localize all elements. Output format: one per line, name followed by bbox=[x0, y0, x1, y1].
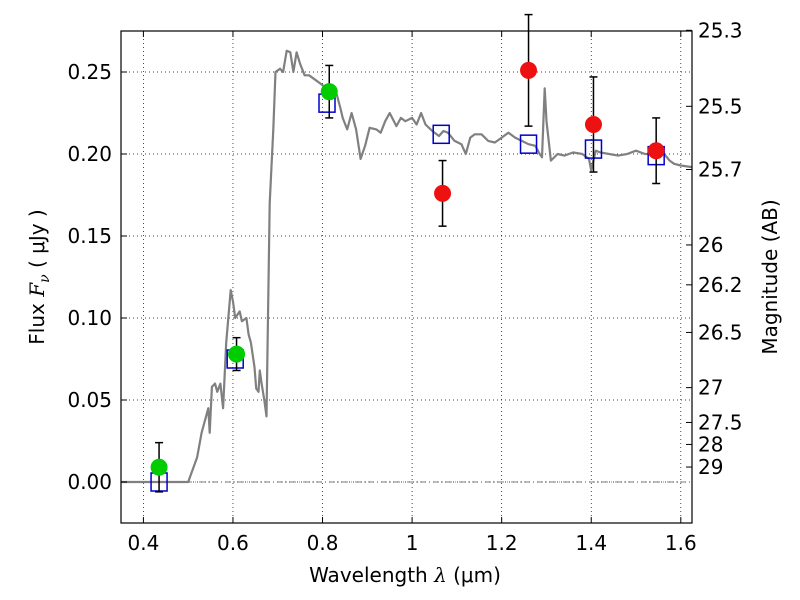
y-tick-label: 0.10 bbox=[67, 306, 112, 330]
y2-tick-label: 25.5 bbox=[698, 94, 743, 118]
y2-axis-label: Magnitude (AB) bbox=[758, 199, 782, 354]
y2-tick-label: 26.5 bbox=[698, 320, 743, 344]
observed-flux-point bbox=[150, 458, 168, 476]
x-tick-label: 1 bbox=[406, 531, 419, 555]
x-tick-label: 1.2 bbox=[486, 531, 518, 555]
axis-ticks: 0.4 0.6 0.8 1 1.2 1.4 1.6 0.00 0.05 0.10 0.15 0.20 0… bbox=[67, 18, 742, 555]
y2-tick-label: 29 bbox=[698, 455, 723, 479]
y2-tick-label: 25.3 bbox=[698, 18, 743, 42]
model-photometry-square bbox=[519, 134, 538, 154]
y2-tick-label: 28 bbox=[698, 432, 723, 456]
y2-tick-label: 27.5 bbox=[698, 410, 743, 434]
model-spectrum-line bbox=[121, 49, 693, 484]
grid-lines bbox=[121, 31, 692, 523]
y2-tick-label: 26 bbox=[698, 233, 723, 257]
y-axis-label: Flux Fν ( μJy ) bbox=[25, 209, 53, 344]
observed-flux-point bbox=[520, 61, 538, 79]
x-tick-label: 0.4 bbox=[127, 531, 159, 555]
x-tick-label: 1.4 bbox=[575, 531, 607, 555]
y2-tick-label: 25.7 bbox=[698, 158, 743, 182]
observed-flux-point bbox=[228, 345, 246, 363]
x-tick-label: 0.6 bbox=[217, 531, 249, 555]
x-axis-label: Wavelength λ (μm) bbox=[309, 563, 501, 587]
model-photometry-square bbox=[432, 124, 450, 145]
y-tick-label: 0.00 bbox=[67, 470, 112, 494]
y-tick-label: 0.25 bbox=[67, 60, 112, 84]
observed-flux-point bbox=[320, 83, 338, 101]
plot-area bbox=[121, 13, 693, 493]
observed-flux-point bbox=[647, 142, 665, 160]
y-tick-label: 0.20 bbox=[67, 142, 112, 166]
y-tick-label: 0.05 bbox=[67, 388, 112, 412]
y2-tick-label: 26.2 bbox=[698, 273, 743, 297]
observed-flux-point bbox=[434, 184, 452, 202]
observed-flux-point bbox=[584, 115, 602, 133]
y2-tick-label: 27 bbox=[698, 376, 723, 400]
x-tick-label: 0.8 bbox=[307, 531, 339, 555]
x-tick-label: 1.6 bbox=[665, 531, 697, 555]
plot-frame bbox=[120, 30, 693, 524]
y-tick-label: 0.15 bbox=[67, 224, 112, 248]
